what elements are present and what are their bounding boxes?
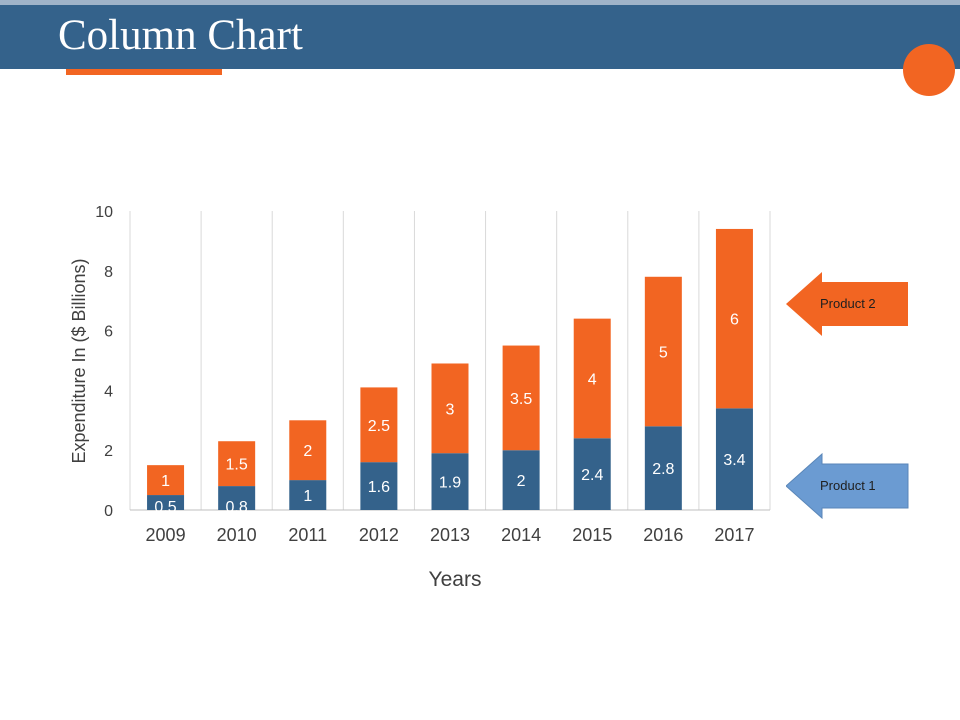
accent-circle [903,44,955,96]
product2-legend-arrow [786,272,908,336]
bar-product-1 [289,480,327,510]
product2-legend-label: Product 2 [820,296,876,311]
bar-product-1 [360,462,398,510]
bar-product-1 [644,426,682,510]
x-axis-title: Years [429,568,482,591]
title-underline [66,69,222,75]
header-band [0,5,960,69]
x-tick-label: 2013 [430,525,470,545]
y-tick-label: 6 [104,324,113,341]
y-tick-label: 8 [104,264,113,281]
y-tick-label: 10 [95,204,113,221]
bar-product-2 [644,276,682,427]
data-label-product-2: 5 [659,345,668,362]
bar-product-2 [218,441,256,487]
bar-product-1 [573,438,611,510]
bar-product-2 [289,420,327,481]
bar-product-2 [147,465,185,496]
bar-product-2 [573,318,611,439]
data-label-product-2: 6 [730,312,739,329]
data-label-product-1: 1 [303,488,312,505]
bar-product-2 [431,363,469,454]
data-label-product-2: 4 [588,371,597,388]
y-axis-title: Expenditure In ($ Billions) [69,258,89,463]
x-tick-label: 2009 [146,525,186,545]
bar-product-1 [218,486,256,510]
data-label-product-1: 1.6 [368,479,390,496]
product1-legend-label: Product 1 [820,478,876,493]
product1-legend-arrow [786,453,909,519]
data-label-product-1: 2.4 [581,467,603,484]
page-title: Column Chart [58,12,303,59]
bar-product-1 [502,450,540,510]
data-label-product-1: 2 [517,473,526,490]
data-label-product-1: 0.8 [226,499,248,516]
data-label-product-1: 3.4 [723,452,745,469]
x-tick-label: 2012 [359,525,399,545]
bar-product-1 [431,453,469,510]
bar-product-2 [360,387,398,463]
data-label-product-1: 1.9 [439,475,461,492]
data-label-product-2: 3.5 [510,391,532,408]
data-label-product-2: 3 [446,401,455,418]
x-tick-label: 2010 [217,525,257,545]
x-tick-label: 2017 [714,525,754,545]
bar-product-1 [147,495,185,510]
y-tick-label: 2 [104,443,113,460]
x-tick-label: 2014 [501,525,541,545]
data-label-product-2: 1 [161,473,170,490]
data-label-product-2: 2 [303,443,312,460]
bar-product-1 [715,408,753,510]
y-tick-label: 4 [104,383,113,400]
bar-product-2 [715,228,753,409]
data-label-product-2: 1.5 [226,457,248,474]
data-label-product-1: 2.8 [652,461,674,478]
x-tick-label: 2011 [288,525,327,545]
data-label-product-1: 0.5 [154,499,176,516]
x-tick-label: 2016 [643,525,683,545]
top-strip [0,0,960,5]
y-tick-label: 0 [104,503,113,520]
data-label-product-2: 2.5 [368,418,390,435]
bar-product-2 [502,345,540,451]
x-tick-label: 2015 [572,525,612,545]
